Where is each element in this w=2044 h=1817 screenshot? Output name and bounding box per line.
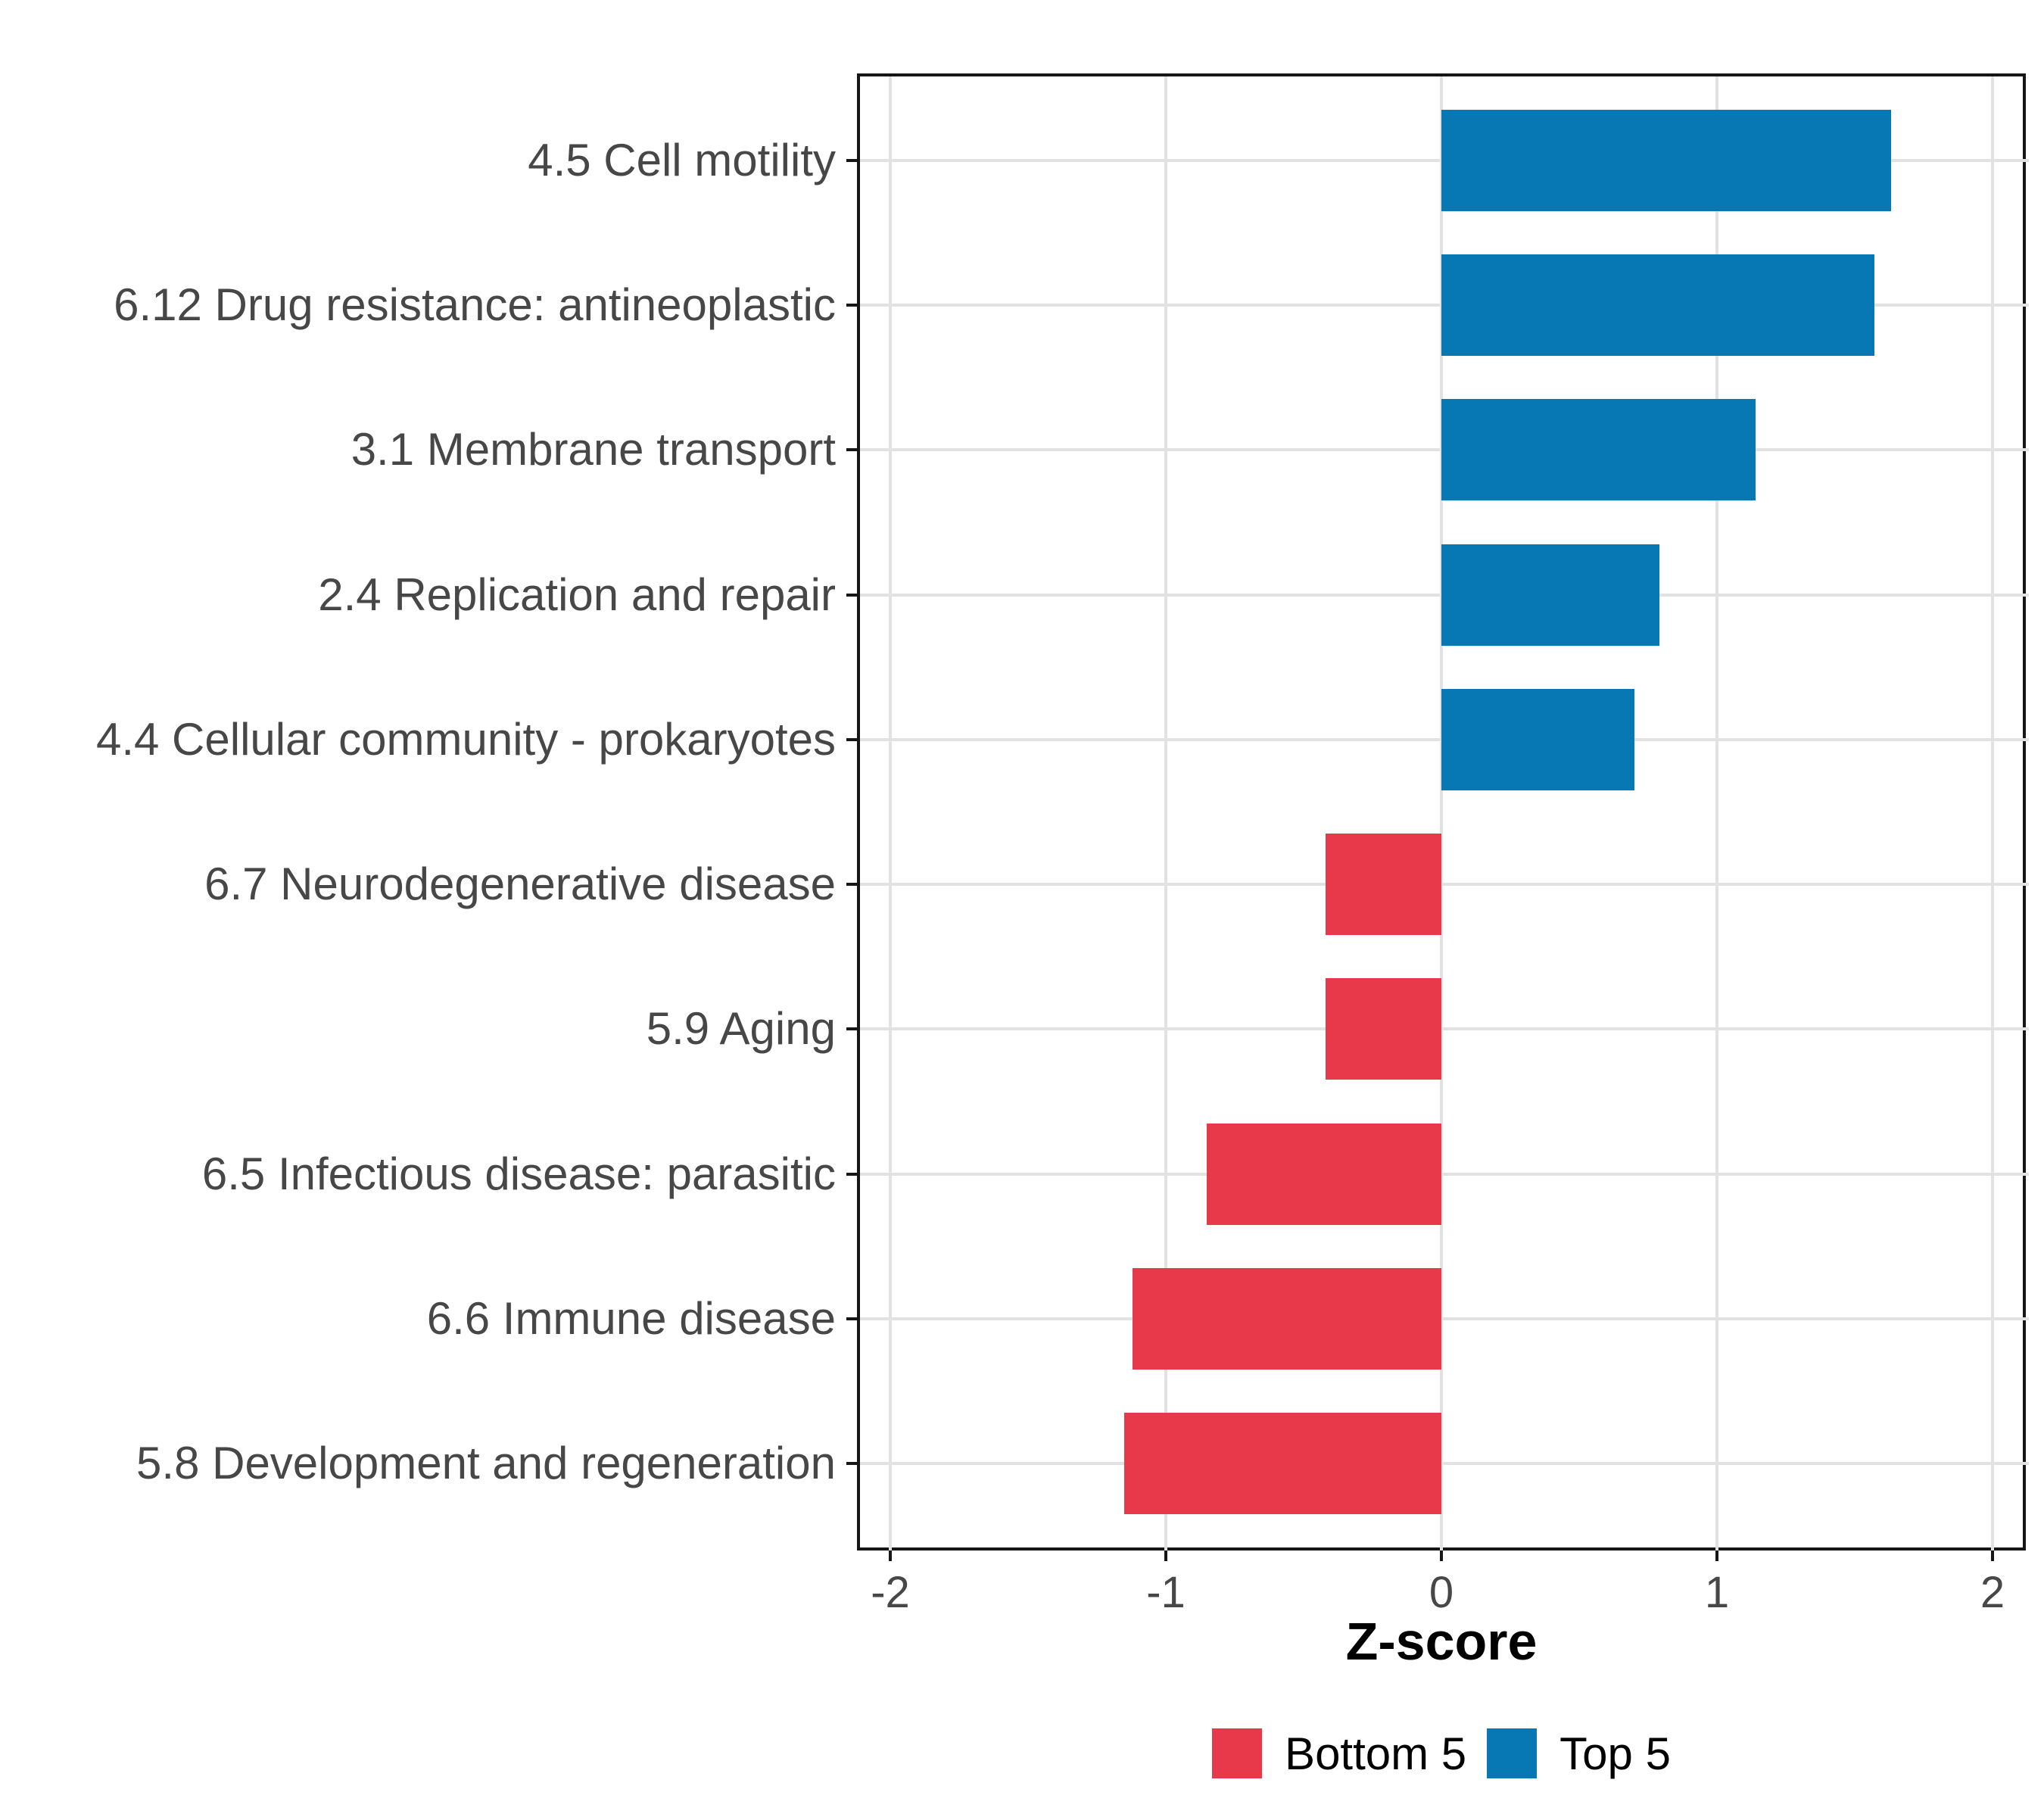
legend-swatch-top5 xyxy=(1487,1728,1538,1778)
y-tick-mark xyxy=(846,1462,857,1465)
bar-top5 xyxy=(1441,544,1659,646)
x-tick-label: -1 xyxy=(1146,1568,1186,1617)
bar-bottom5 xyxy=(1326,978,1441,1080)
gridline-y xyxy=(860,883,2029,886)
x-tick-mark xyxy=(1440,1551,1443,1561)
bar-bottom5 xyxy=(1326,834,1441,935)
x-tick-label: 2 xyxy=(1980,1568,2005,1617)
bar-top5 xyxy=(1441,399,1756,500)
chart-panel xyxy=(857,73,2029,1554)
legend-item-top5: Top 5 xyxy=(1487,1728,1671,1780)
y-axis-label: 6.12 Drug resistance: antineoplastic xyxy=(114,279,836,330)
gridline-y xyxy=(860,1027,2029,1030)
y-axis-label: 6.7 Neurodegenerative disease xyxy=(204,859,836,909)
y-axis-label: 5.8 Development and regeneration xyxy=(136,1438,836,1488)
x-tick-mark xyxy=(1991,1551,1994,1561)
bar-bottom5 xyxy=(1124,1413,1441,1514)
x-tick-mark xyxy=(1164,1551,1167,1561)
y-tick-mark xyxy=(846,304,857,307)
legend-label-bottom5: Bottom 5 xyxy=(1285,1728,1467,1779)
gridline-y xyxy=(860,1173,2029,1176)
y-tick-mark xyxy=(846,1317,857,1320)
legend-label-top5: Top 5 xyxy=(1559,1728,1671,1779)
y-axis-label: 6.5 Infectious disease: parasitic xyxy=(201,1148,836,1199)
y-tick-mark xyxy=(846,883,857,886)
legend-item-bottom5: Bottom 5 xyxy=(1212,1728,1466,1780)
legend: Bottom 5 Top 5 xyxy=(857,1728,2026,1780)
x-tick-label: 0 xyxy=(1429,1568,1454,1617)
x-tick-mark xyxy=(1715,1551,1718,1561)
y-axis-label: 2.4 Replication and repair xyxy=(318,569,836,620)
y-tick-mark xyxy=(846,738,857,741)
y-axis-label: 5.9 Aging xyxy=(646,1003,836,1054)
y-tick-mark xyxy=(846,448,857,451)
y-axis-label: 3.1 Membrane transport xyxy=(351,424,836,475)
gridline-x--2 xyxy=(889,76,892,1554)
gridline-x-1 xyxy=(1715,76,1718,1554)
bar-top5 xyxy=(1441,254,1874,356)
x-tick-label: -2 xyxy=(871,1568,910,1617)
bar-top5 xyxy=(1441,689,1634,790)
gridline-y xyxy=(860,1462,2029,1465)
bar-top5 xyxy=(1441,110,1891,211)
y-tick-mark xyxy=(846,1173,857,1176)
gridline-y xyxy=(860,1317,2029,1320)
y-axis-label: 4.4 Cellular community - prokaryotes xyxy=(95,714,836,765)
y-axis-label: 6.6 Immune disease xyxy=(426,1293,836,1344)
x-tick-label: 1 xyxy=(1704,1568,1730,1617)
y-axis-label: 4.5 Cell motility xyxy=(528,135,836,185)
bar-bottom5 xyxy=(1207,1124,1441,1225)
gridline-x-2 xyxy=(1991,76,1994,1554)
x-axis: -2 -1 0 1 2 xyxy=(857,1551,2026,1641)
y-tick-mark xyxy=(846,594,857,597)
y-tick-mark xyxy=(846,1027,857,1030)
y-tick-mark xyxy=(846,159,857,162)
gridline-x-0 xyxy=(1440,76,1443,1554)
gridline-x--1 xyxy=(1164,76,1167,1554)
x-tick-mark xyxy=(889,1551,892,1561)
legend-swatch-bottom5 xyxy=(1212,1728,1263,1778)
bar-bottom5 xyxy=(1133,1268,1441,1370)
y-axis: 4.5 Cell motility 6.12 Drug resistance: a… xyxy=(0,73,857,1551)
x-axis-title: Z-score xyxy=(1345,1612,1538,1671)
